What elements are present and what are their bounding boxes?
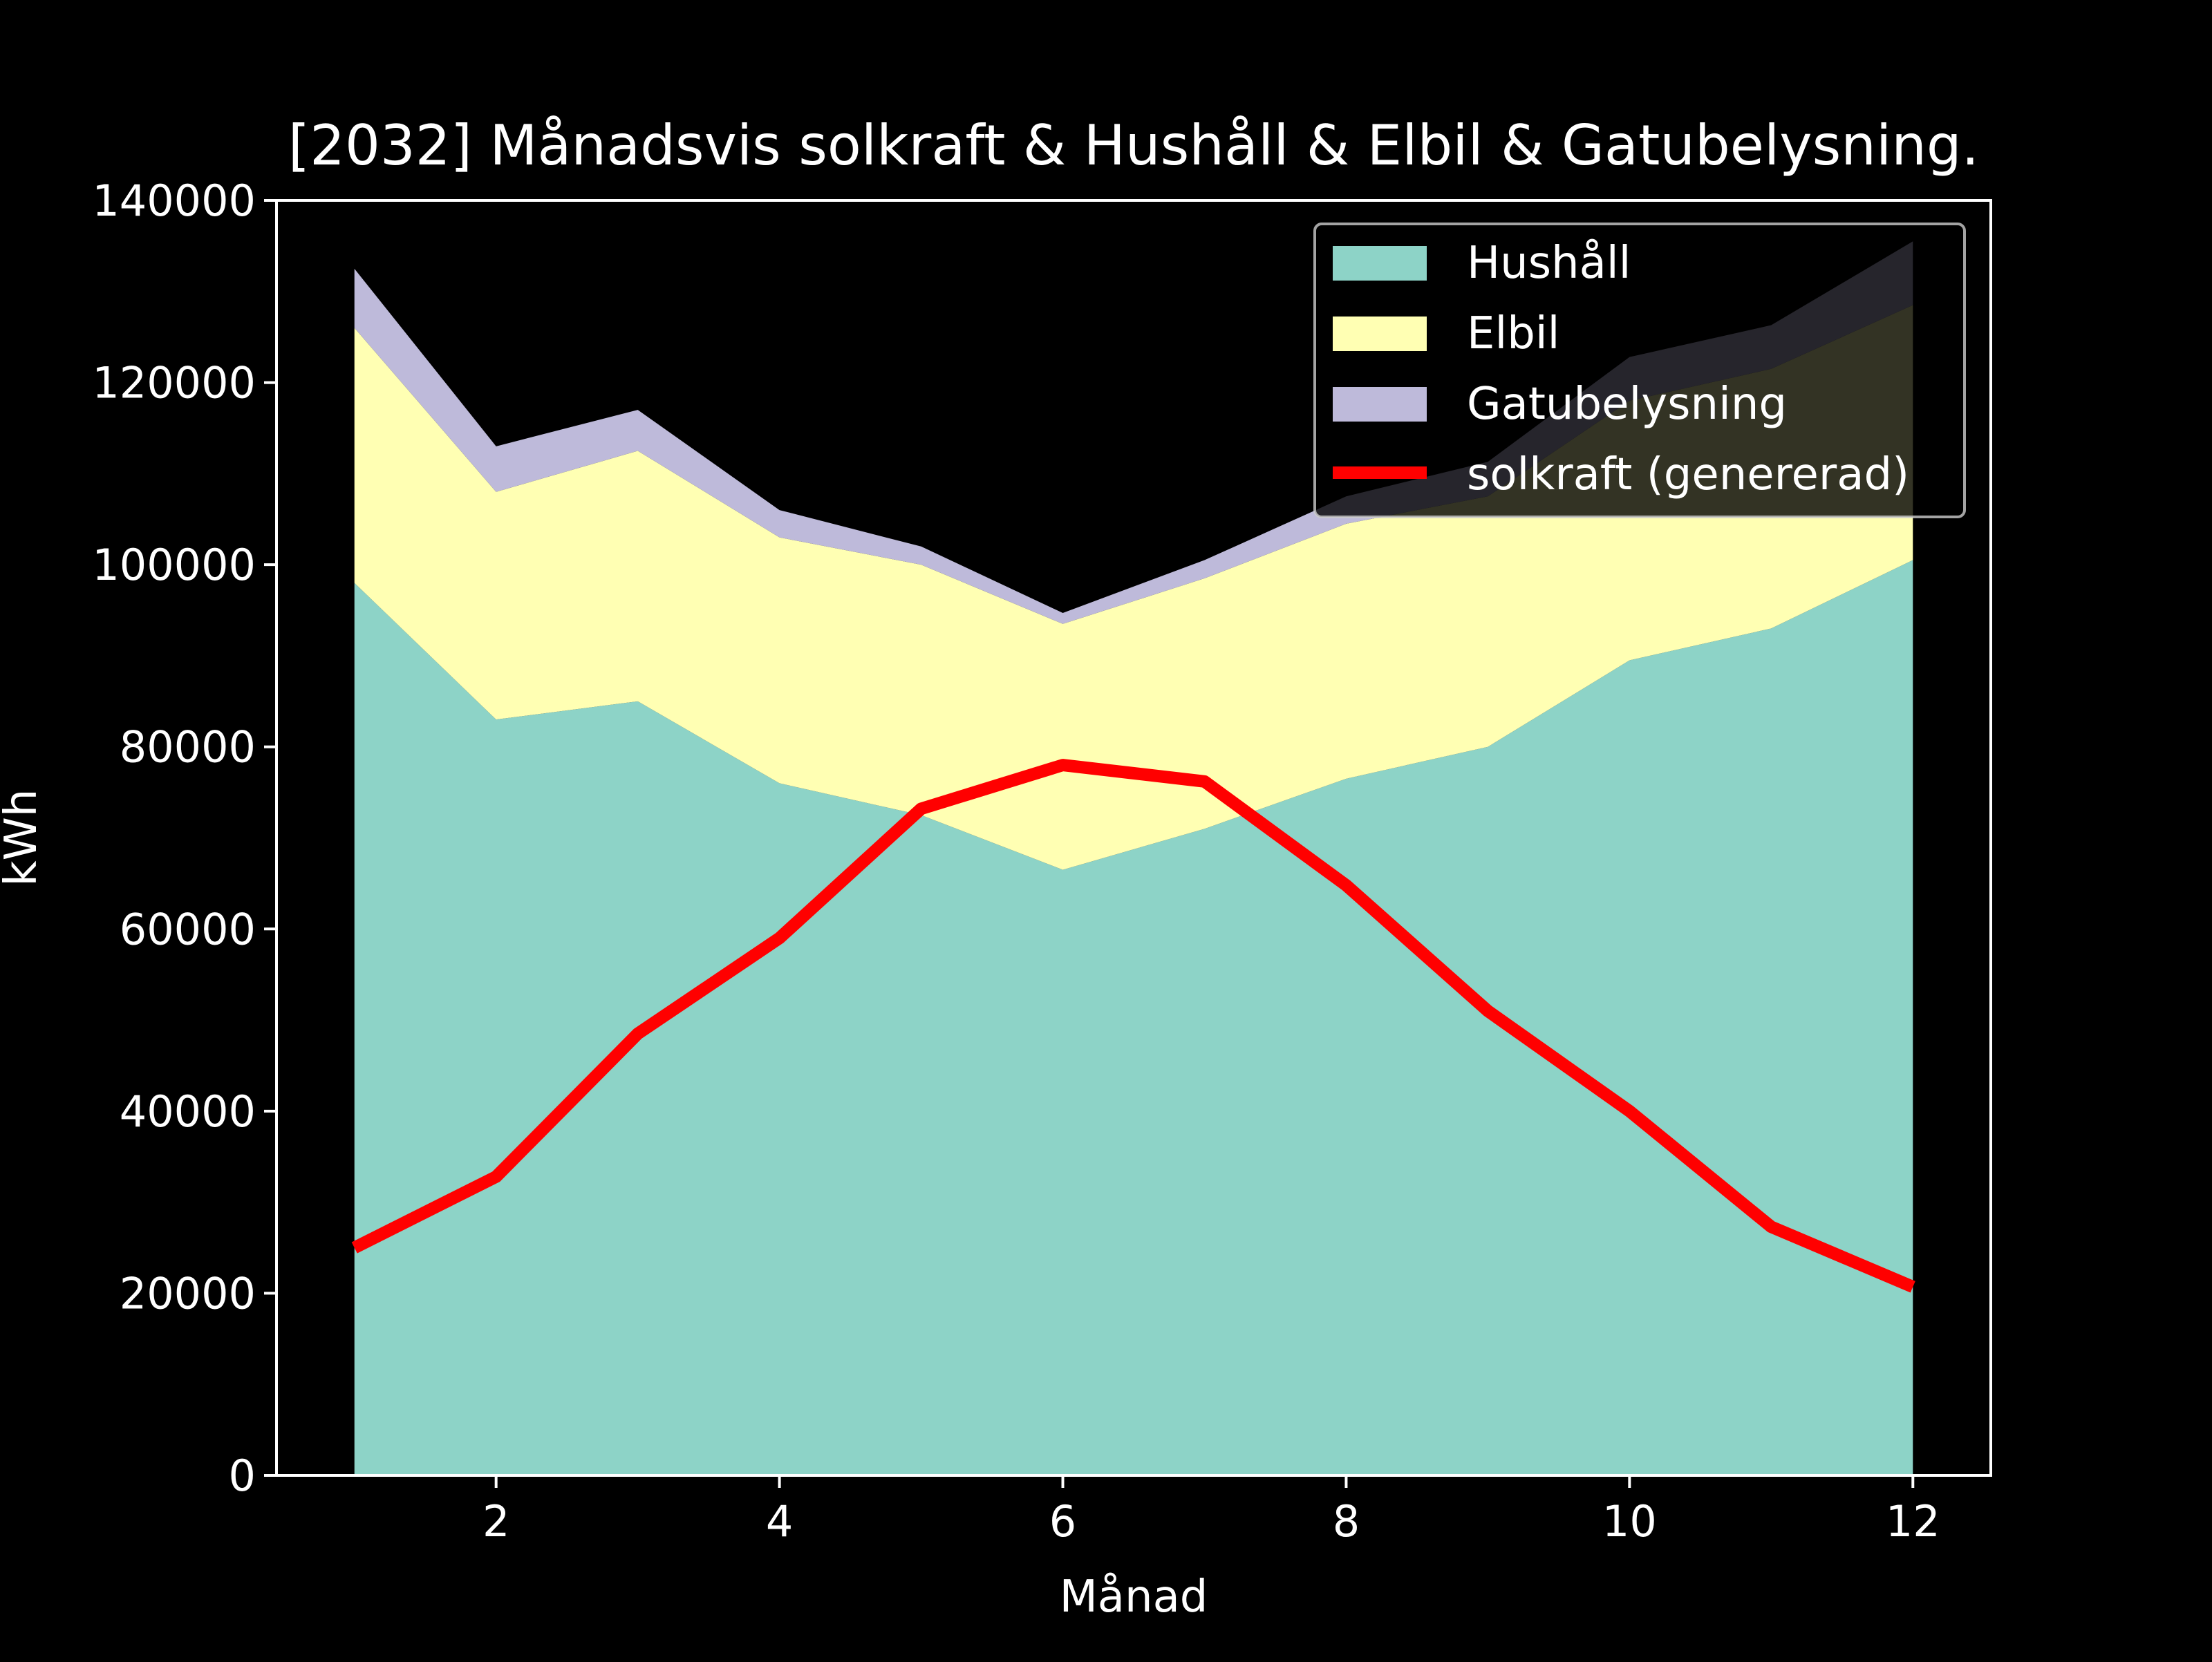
x-tick-label: 4 <box>766 1496 793 1547</box>
x-tick-label: 2 <box>482 1496 509 1547</box>
y-tick-label: 20000 <box>120 1268 256 1319</box>
y-tick-label: 100000 <box>92 540 256 590</box>
legend-swatch-elbil <box>1333 317 1427 351</box>
legend-swatch-hushall <box>1333 246 1427 281</box>
y-tick-label: 40000 <box>120 1086 256 1137</box>
x-tick-label: 6 <box>1049 1496 1076 1547</box>
y-tick-label: 80000 <box>120 722 256 773</box>
y-tick-label: 60000 <box>120 904 256 954</box>
x-tick-label: 12 <box>1886 1496 1940 1547</box>
areas-layer <box>354 241 1913 1475</box>
ticks-layer: 2 4 6 8 10 12 0 20000 40000 60000 80000 100000 12000… <box>92 176 1940 1547</box>
x-axis-label: Månad <box>1060 1571 1208 1623</box>
y-tick-label: 140000 <box>92 176 256 226</box>
area-hushall <box>354 560 1913 1475</box>
y-tick-label: 0 <box>229 1451 256 1501</box>
area-elbil <box>354 305 1913 870</box>
plot-frame <box>275 199 1992 1477</box>
legend-label-elbil: Elbil <box>1467 308 1559 359</box>
y-axis-label: kWh <box>0 789 47 887</box>
y-tick-label: 120000 <box>92 358 256 408</box>
x-tick-label: 8 <box>1333 1496 1360 1547</box>
legend-label-solkraft: solkraft (genererad) <box>1467 449 1909 500</box>
legend-label-hushall: Hushåll <box>1467 238 1631 289</box>
legend-box <box>1313 223 1966 518</box>
legend: Hushåll Elbil Gatubelysning solkraft (ge… <box>1313 223 1966 518</box>
legend-label-gatubelysning: Gatubelysning <box>1467 379 1787 430</box>
legend-swatch-gatubelysning <box>1333 387 1427 422</box>
x-tick-label: 10 <box>1602 1496 1657 1547</box>
area-gatubelysning <box>354 241 1913 624</box>
line-solkraft-genererad <box>351 759 1915 1293</box>
lines-layer <box>351 759 1915 1293</box>
chart-title: [2032] Månadsvis solkraft & Hushåll & El… <box>288 113 1979 178</box>
